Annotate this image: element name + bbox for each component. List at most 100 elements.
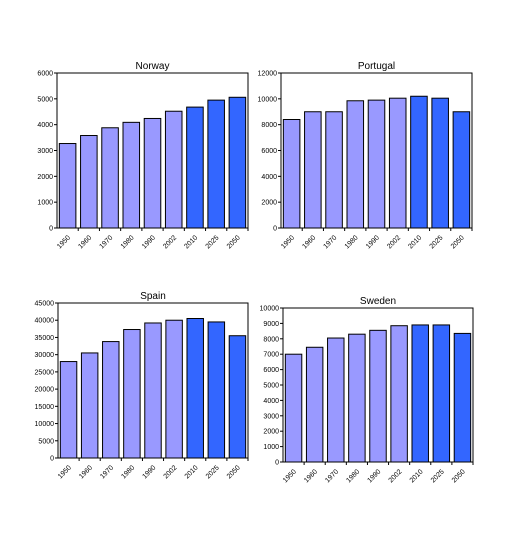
x-tick-label: 2002	[162, 234, 178, 250]
y-tick-label: 4000	[261, 174, 277, 181]
bar-2025	[207, 99, 225, 229]
bar-1950	[284, 353, 303, 463]
bar-2002	[390, 325, 408, 463]
y-tick-label: 4000	[37, 122, 53, 129]
y-tick-label: 6000	[263, 367, 279, 374]
y-tick-label: 6000	[37, 71, 53, 78]
y-tick-label: 2000	[263, 429, 279, 436]
bar-1980	[122, 121, 141, 229]
bar-1980	[348, 333, 366, 463]
bar-2010	[186, 106, 204, 229]
y-tick-label: 7000	[263, 352, 279, 359]
x-tick-label: 1960	[78, 464, 94, 480]
x-tick-label: 1980	[344, 234, 360, 250]
x-tick-label: 2050	[451, 468, 467, 484]
y-tick-label: 10000	[260, 306, 280, 313]
chart-spain: Spain 0 5000 10000 15000 20000 25000 30000 35000…	[35, 291, 249, 480]
chart-sweden: Sweden 0 1000 2000 3000 4000 5000 6000 7000 8000 9…	[260, 296, 474, 484]
x-tick-label: 1990	[141, 234, 157, 250]
y-tick-label: 5000	[38, 438, 54, 445]
x-tick-label: 1990	[366, 468, 382, 484]
bar-2010	[186, 318, 204, 459]
x-tick-label: 1970	[324, 468, 340, 484]
chart-title: Spain	[140, 291, 166, 302]
chart-title: Sweden	[360, 296, 396, 307]
x-tick-label: 2050	[226, 464, 242, 480]
chart-title: Norway	[136, 61, 170, 72]
x-tick-label: 1950	[282, 468, 298, 484]
x-tick-label: 1990	[141, 464, 157, 480]
bar-1970	[102, 341, 120, 459]
x-tick-label: 1950	[57, 464, 73, 480]
x-tick-label: 2010	[183, 234, 199, 250]
bar-2050	[453, 332, 472, 463]
bar-2002	[165, 319, 183, 459]
y-tick-label: 45000	[35, 301, 55, 308]
y-tick-label: 30000	[35, 352, 55, 359]
x-tick-label: 1970	[323, 234, 339, 250]
bar-1990	[369, 329, 387, 463]
bar-1960	[80, 352, 99, 459]
x-tick-label: 2010	[407, 234, 423, 250]
x-tick-label: 1980	[345, 468, 361, 484]
bar-1980	[123, 329, 141, 459]
bar-1970	[101, 127, 119, 229]
y-tick-label: 0	[273, 226, 277, 233]
x-tick-label: 1960	[301, 234, 317, 250]
bar-1960	[304, 111, 322, 229]
y-tick-label: 1000	[263, 444, 279, 451]
y-tick-label: 6000	[261, 148, 277, 155]
y-tick-label: 4000	[263, 398, 279, 405]
y-tick-label: 3000	[263, 413, 279, 420]
bar-1990	[143, 117, 162, 229]
y-tick-label: 3000	[37, 148, 53, 155]
bar-1960	[80, 135, 98, 229]
bar-2050	[228, 335, 247, 459]
y-tick-label: 8000	[261, 122, 277, 129]
x-tick-label: 2010	[184, 464, 200, 480]
bar-2010	[411, 324, 429, 463]
y-tick-label: 35000	[35, 335, 55, 342]
bar-1970	[325, 111, 343, 229]
y-tick-label: 40000	[35, 318, 55, 325]
y-tick-label: 0	[275, 460, 279, 467]
bar-2050	[452, 111, 471, 229]
x-tick-label: 2050	[226, 234, 242, 250]
bar-2050	[228, 96, 247, 229]
x-tick-label: 2025	[205, 464, 221, 480]
x-tick-label: 2050	[450, 234, 466, 250]
y-tick-label: 8000	[263, 336, 279, 343]
x-tick-label: 1980	[120, 464, 136, 480]
bar-2025	[432, 324, 451, 463]
chart-norway: Norway 0 1000 2000 3000 4000 5000 6000 1950 1960 1…	[37, 61, 249, 250]
y-tick-label: 1000	[37, 200, 53, 207]
bar-2002	[388, 97, 407, 229]
bar-1980	[346, 100, 365, 229]
y-tick-label: 25000	[35, 369, 55, 376]
bar-2025	[207, 321, 226, 459]
y-tick-label: 5000	[37, 96, 53, 103]
x-tick-label: 2002	[386, 234, 402, 250]
x-tick-label: 2002	[163, 464, 179, 480]
x-tick-label: 1980	[120, 234, 136, 250]
y-tick-label: 12000	[258, 71, 278, 78]
bar-1970	[327, 337, 345, 463]
y-tick-label: 9000	[263, 321, 279, 328]
bar-2010	[410, 95, 428, 229]
x-tick-label: 1950	[280, 234, 296, 250]
y-tick-label: 5000	[263, 383, 279, 390]
y-tick-label: 10000	[35, 421, 55, 428]
chart-title: Portugal	[358, 61, 395, 72]
x-tick-label: 1970	[99, 464, 115, 480]
y-tick-label: 15000	[35, 404, 55, 411]
x-tick-label: 2025	[205, 234, 221, 250]
y-tick-label: 20000	[35, 387, 55, 394]
y-tick-label: 0	[49, 226, 53, 233]
x-tick-label: 2010	[409, 468, 425, 484]
x-tick-label: 2025	[430, 468, 446, 484]
bar-1990	[367, 99, 386, 229]
x-tick-label: 1970	[99, 234, 115, 250]
x-tick-label: 1950	[56, 234, 72, 250]
chart-portugal: Portugal 0 2000 4000 6000 8000 10000 12000 1950 1…	[258, 61, 473, 250]
